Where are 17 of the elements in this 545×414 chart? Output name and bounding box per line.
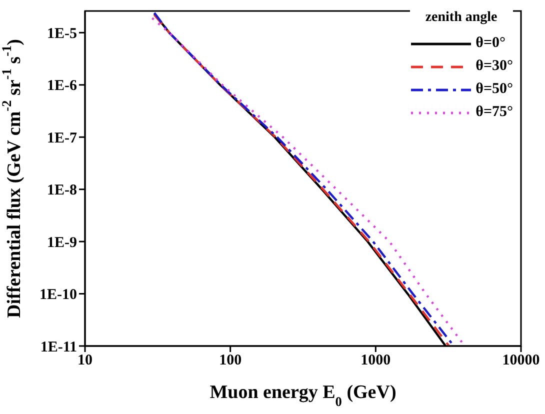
y-tick-label: 1E-6 <box>47 78 78 94</box>
legend-title: zenith angle <box>410 10 513 26</box>
y-tick-label: 1E-7 <box>47 130 78 146</box>
legend-label: θ=75° <box>476 104 513 121</box>
x-tick-label: 1000 <box>360 352 391 369</box>
legend-label: θ=30° <box>476 58 513 75</box>
y-tick-label: 1E-8 <box>47 182 77 199</box>
y-tick-label: 1E-11 <box>40 339 77 356</box>
y-tick-label: 1E-9 <box>47 234 77 251</box>
y-tick-label: 1E-10 <box>40 287 77 304</box>
legend-label: θ=0° <box>476 35 506 52</box>
x-tick-label: 100 <box>219 352 242 369</box>
x-tick-label: 10000 <box>502 352 540 369</box>
x-tick-label: 10 <box>78 352 92 369</box>
y-tick-label: 1E-5 <box>47 26 77 42</box>
legend-label: θ=50° <box>476 81 513 98</box>
x-axis-title: Muon energy E$_{0}$ (GeV) <box>210 382 396 408</box>
